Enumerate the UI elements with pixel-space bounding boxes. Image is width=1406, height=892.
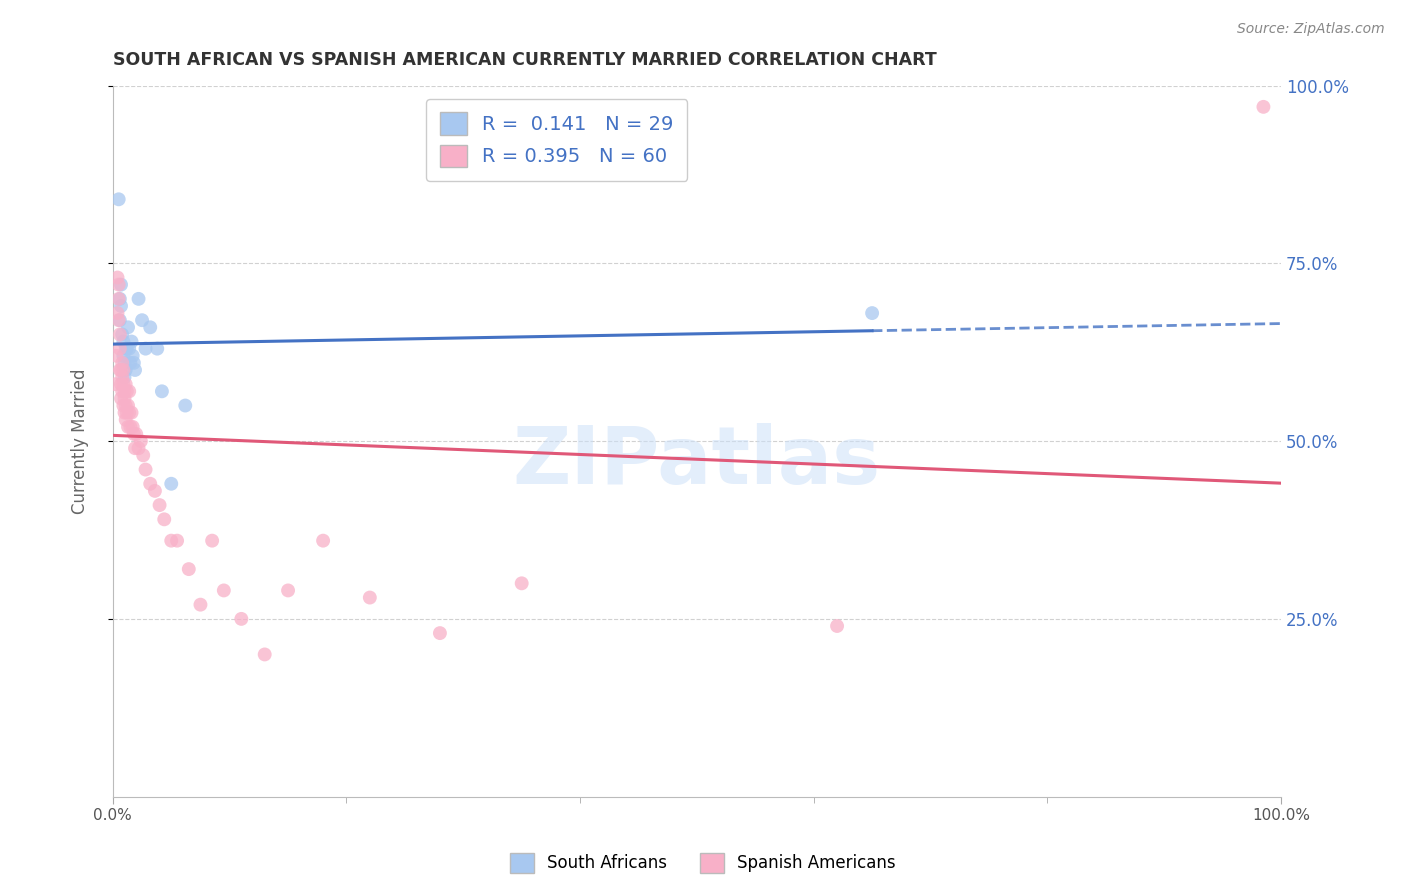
Point [117, 399, 139, 413]
Point [150, 384, 173, 399]
Point [146, 342, 169, 356]
Point [108, 292, 131, 306]
Point [111, 384, 134, 399]
Point [190, 598, 212, 612]
Point [114, 377, 136, 392]
Point [139, 476, 162, 491]
Point [118, 384, 141, 399]
Point [135, 462, 157, 476]
Point [121, 349, 143, 363]
Point [115, 406, 138, 420]
Point [122, 356, 145, 370]
Point [108, 342, 131, 356]
Point [114, 392, 136, 406]
Point [114, 399, 136, 413]
Point [112, 377, 135, 392]
Point [112, 349, 135, 363]
Point [124, 441, 146, 455]
Point [110, 277, 132, 292]
Point [108, 327, 131, 342]
Point [212, 583, 235, 598]
Point [117, 320, 139, 334]
Point [1253, 100, 1275, 114]
Point [143, 483, 166, 498]
Y-axis label: Currently Married: Currently Married [72, 368, 89, 514]
Point [114, 370, 136, 384]
Point [112, 363, 135, 377]
Point [114, 406, 136, 420]
Point [132, 448, 155, 462]
Point [160, 476, 183, 491]
Point [114, 363, 136, 377]
Text: SOUTH AFRICAN VS SPANISH AMERICAN CURRENTLY MARRIED CORRELATION CHART: SOUTH AFRICAN VS SPANISH AMERICAN CURREN… [112, 51, 936, 69]
Point [128, 441, 150, 455]
Point [114, 413, 136, 427]
Point [114, 356, 136, 370]
Point [429, 626, 451, 640]
Point [121, 334, 143, 349]
Point [129, 434, 152, 448]
Point [107, 277, 129, 292]
Point [131, 313, 153, 327]
Point [110, 299, 132, 313]
Point [122, 427, 145, 442]
Point [114, 342, 136, 356]
Point [825, 619, 848, 633]
Point [124, 363, 146, 377]
Point [111, 356, 134, 370]
Point [118, 342, 141, 356]
Point [148, 498, 170, 512]
Point [105, 349, 128, 363]
Point [115, 384, 138, 399]
Point [166, 533, 188, 548]
Point [277, 583, 299, 598]
Point [135, 342, 157, 356]
Point [110, 363, 132, 377]
Point [107, 192, 129, 206]
Point [107, 306, 129, 320]
Point [121, 406, 143, 420]
Point [174, 399, 197, 413]
Text: Source: ZipAtlas.com: Source: ZipAtlas.com [1237, 22, 1385, 37]
Point [201, 533, 224, 548]
Legend: South Africans, Spanish Americans: South Africans, Spanish Americans [503, 847, 903, 880]
Point [860, 306, 883, 320]
Point [108, 363, 131, 377]
Point [153, 512, 176, 526]
Point [110, 392, 132, 406]
Point [253, 648, 276, 662]
Point [160, 533, 183, 548]
Point [112, 334, 135, 349]
Point [111, 327, 134, 342]
Point [120, 420, 142, 434]
Text: ZIPatlas: ZIPatlas [513, 424, 882, 501]
Point [110, 377, 132, 392]
Point [111, 370, 134, 384]
Point [112, 399, 135, 413]
Point [359, 591, 381, 605]
Point [128, 292, 150, 306]
Point [125, 427, 148, 442]
Point [312, 533, 335, 548]
Point [107, 313, 129, 327]
Point [107, 292, 129, 306]
Legend: R =  0.141   N = 29, R = 0.395   N = 60: R = 0.141 N = 29, R = 0.395 N = 60 [426, 99, 688, 181]
Point [115, 342, 138, 356]
Point [118, 406, 141, 420]
Point [177, 562, 200, 576]
Point [139, 320, 162, 334]
Point [107, 270, 129, 285]
Point [104, 377, 127, 392]
Point [120, 356, 142, 370]
Point [121, 420, 143, 434]
Point [231, 612, 253, 626]
Point [510, 576, 533, 591]
Point [117, 420, 139, 434]
Point [108, 313, 131, 327]
Point [114, 384, 136, 399]
